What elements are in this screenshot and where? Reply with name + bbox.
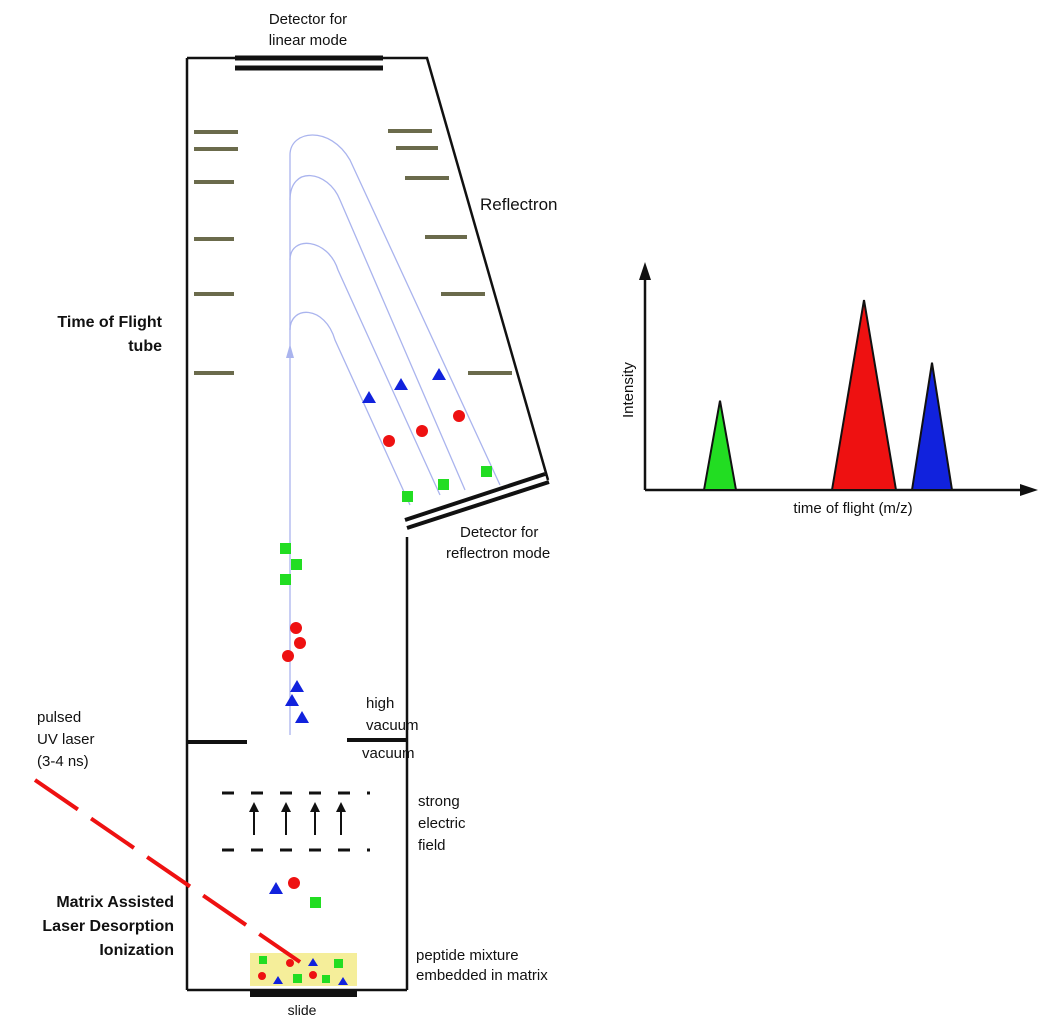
matrix-sample bbox=[250, 953, 357, 986]
ion-triangle bbox=[273, 976, 283, 984]
ion-square bbox=[334, 959, 343, 968]
ion-triangle bbox=[338, 977, 348, 985]
ion-square bbox=[259, 956, 267, 964]
ion-triangle bbox=[432, 368, 446, 380]
reflectron-plates-right bbox=[388, 129, 512, 375]
ion-circle bbox=[416, 425, 428, 437]
ions bbox=[258, 368, 492, 985]
ion-square bbox=[322, 975, 330, 983]
spectrum-x-arrowhead bbox=[1020, 484, 1038, 496]
spectrum-peak-2 bbox=[830, 299, 898, 491]
ion-square bbox=[280, 574, 291, 585]
flight-path-3 bbox=[289, 242, 441, 496]
ion-triangle bbox=[295, 711, 309, 723]
label-tof-line1: Time of Flight bbox=[57, 314, 162, 331]
ion-triangle bbox=[269, 882, 283, 894]
label-high-vacuum-line1: high bbox=[366, 695, 394, 712]
ion-square bbox=[402, 491, 413, 502]
spectrum-peak-1 bbox=[702, 400, 738, 491]
vacuum-partition bbox=[187, 738, 407, 744]
ion-square bbox=[481, 466, 492, 477]
label-maldi-line1: Matrix Assisted bbox=[56, 894, 174, 911]
ion-circle bbox=[258, 972, 266, 980]
ion-triangle bbox=[362, 391, 376, 403]
label-detector-reflectron-line2: reflectron mode bbox=[446, 545, 550, 562]
label-high-vacuum-line2: vacuum bbox=[366, 717, 419, 734]
label-detector-reflectron-line1: Detector for bbox=[460, 524, 538, 541]
ion-circle bbox=[294, 637, 306, 649]
tube-top-and-reflectron-wall bbox=[187, 56, 550, 481]
flight-path-arrowhead bbox=[286, 344, 294, 358]
ion-circle bbox=[286, 959, 294, 967]
ion-triangle bbox=[290, 680, 304, 692]
ion-circle bbox=[309, 971, 317, 979]
field-arrows bbox=[249, 802, 346, 835]
label-laser-line2: UV laser bbox=[37, 731, 95, 748]
spectrum-ylabel: Intensity bbox=[620, 362, 637, 418]
mass-spectrum: Intensity time of flight (m/z) bbox=[620, 262, 1038, 517]
ion-square bbox=[291, 559, 302, 570]
flight-path-2 bbox=[289, 175, 466, 491]
ion-circle bbox=[290, 622, 302, 634]
ion-triangle bbox=[308, 958, 318, 966]
spectrum-xlabel: time of flight (m/z) bbox=[793, 500, 912, 517]
label-detector-linear-line1: Detector for bbox=[269, 11, 347, 28]
label-maldi-line3: Ionization bbox=[99, 942, 174, 959]
spectrum-y-arrowhead bbox=[639, 262, 651, 280]
label-laser-line3: (3-4 ns) bbox=[37, 753, 89, 770]
ion-square bbox=[280, 543, 291, 554]
electric-field-grids bbox=[222, 791, 370, 852]
reflectron-plates-left bbox=[194, 130, 238, 375]
linear-detector bbox=[235, 55, 383, 71]
ion-square bbox=[438, 479, 449, 490]
ion-triangle bbox=[285, 694, 299, 706]
ion-circle bbox=[453, 410, 465, 422]
label-vacuum: vacuum bbox=[362, 745, 415, 762]
label-field-line1: strong bbox=[418, 793, 460, 810]
flight-path-4 bbox=[289, 311, 411, 506]
ion-circle bbox=[383, 435, 395, 447]
label-maldi-line2: Laser Desorption bbox=[42, 918, 174, 935]
ion-square bbox=[293, 974, 302, 983]
label-detector-linear-line2: linear mode bbox=[269, 32, 347, 49]
ion-triangle bbox=[394, 378, 408, 390]
ion-circle bbox=[282, 650, 294, 662]
label-slide: slide bbox=[288, 1002, 317, 1018]
ion-circle bbox=[288, 877, 300, 889]
label-laser-line1: pulsed bbox=[37, 709, 81, 726]
label-tof-line2: tube bbox=[128, 338, 162, 355]
flight-path-1 bbox=[289, 134, 501, 486]
label-sample-line2: embedded in matrix bbox=[416, 967, 548, 984]
label-reflectron: Reflectron bbox=[480, 195, 557, 214]
ion-square bbox=[310, 897, 321, 908]
label-sample-line1: peptide mixture bbox=[416, 947, 519, 964]
spectrum-peak-3 bbox=[910, 362, 954, 491]
spectrum-peaks bbox=[702, 299, 954, 491]
reflectron-detector bbox=[404, 472, 550, 530]
ion-flight-paths bbox=[286, 134, 501, 735]
uv-laser-beam bbox=[33, 778, 302, 964]
label-field-line2: electric bbox=[418, 815, 466, 832]
label-field-line3: field bbox=[418, 837, 446, 854]
